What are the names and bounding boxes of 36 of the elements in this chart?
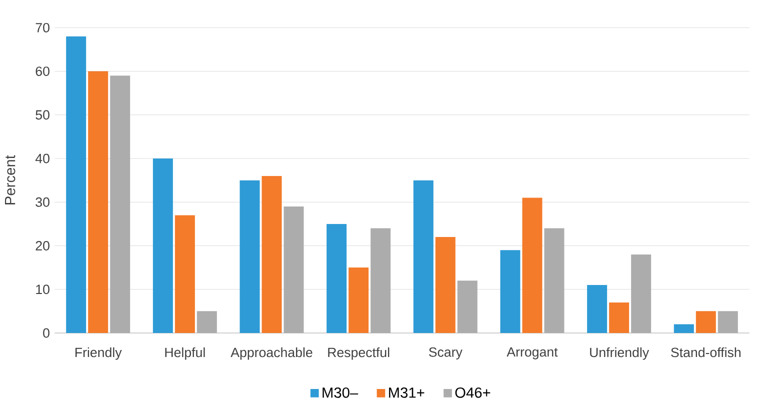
- bar: [348, 268, 369, 333]
- bar: [152, 158, 173, 333]
- x-tick-label: Stand-offish: [671, 347, 740, 358]
- bar: [326, 224, 347, 333]
- bar: [413, 180, 434, 333]
- x-tick-label: Friendly: [75, 347, 122, 360]
- x-tick-label: Unfriendly: [590, 347, 650, 360]
- legend-label: M31+: [389, 387, 424, 398]
- x-tick-label: Arrogant: [506, 347, 558, 360]
- bar: [674, 324, 694, 333]
- legend-label: M30–: [322, 387, 358, 398]
- y-tick-label: 50: [36, 110, 50, 120]
- y-tick-label: 0: [43, 328, 50, 338]
- x-tick-label: Helpful: [165, 347, 205, 360]
- bar: [609, 302, 630, 333]
- y-axis-title: Percent: [5, 155, 16, 204]
- y-tick-label: 70: [36, 22, 50, 32]
- y-tick-label: 40: [35, 154, 50, 164]
- bar: [66, 36, 86, 333]
- bar: [435, 237, 456, 333]
- bar: [500, 250, 520, 333]
- y-tick-label: 10: [36, 284, 50, 294]
- x-tick-label: Scary: [428, 347, 462, 360]
- y-tick-label: 20: [36, 241, 50, 250]
- x-tick-label: Approachable: [230, 347, 312, 360]
- y-tick-label: 60: [36, 66, 50, 76]
- bar: [174, 215, 195, 333]
- legend-label: O46+: [455, 387, 490, 398]
- bar: [240, 180, 260, 333]
- y-tick-label: 30: [36, 197, 50, 207]
- x-tick-label: Respectful: [328, 347, 390, 360]
- bar: [696, 311, 716, 333]
- bar: [587, 285, 608, 333]
- bar: [522, 198, 542, 333]
- bar: [262, 176, 282, 333]
- bar: [88, 71, 108, 333]
